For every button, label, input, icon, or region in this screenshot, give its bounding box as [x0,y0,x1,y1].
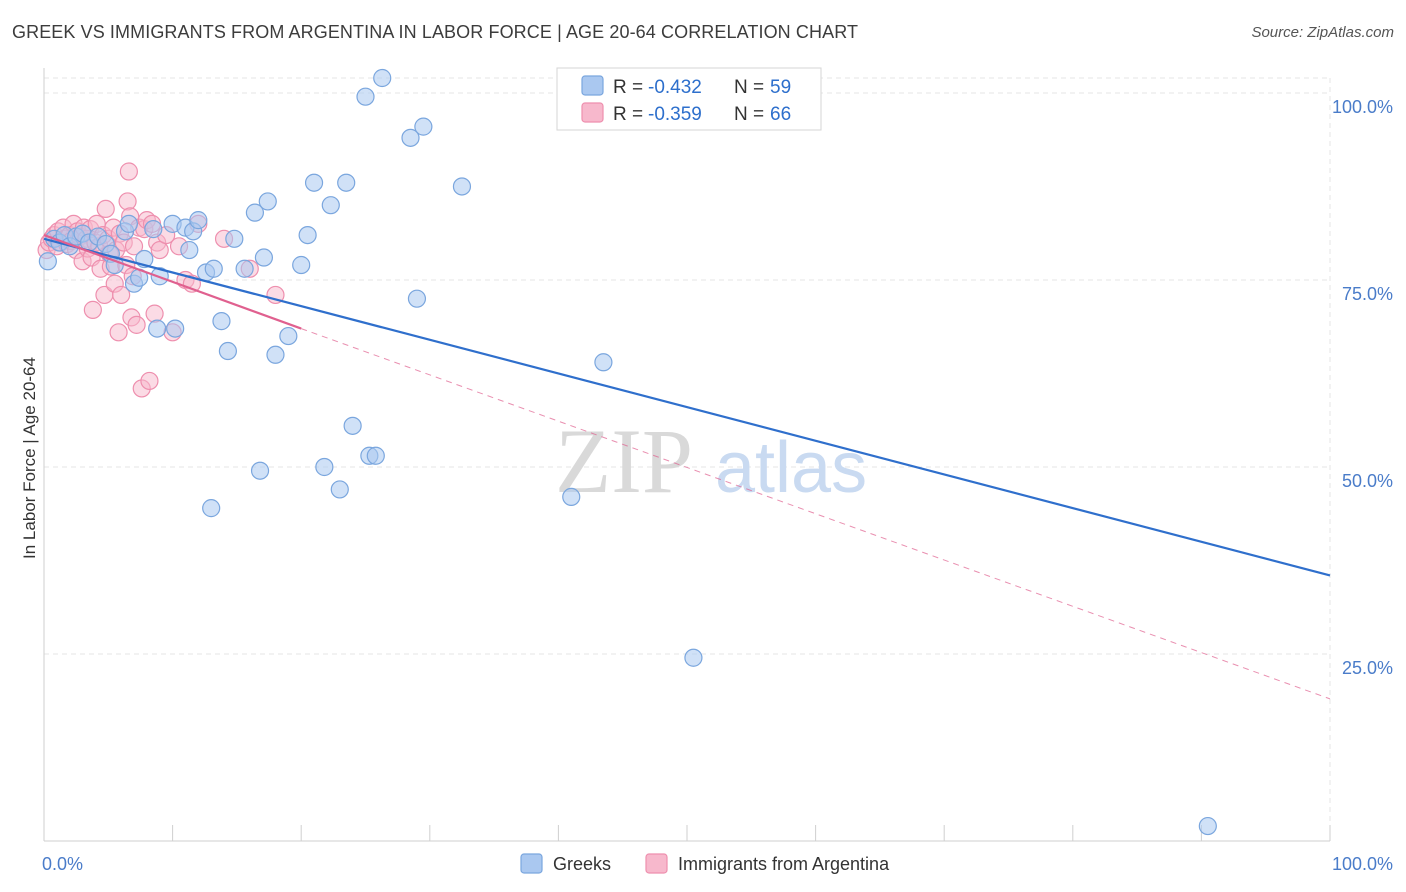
data-point-greeks [202,499,221,518]
data-point-greeks [298,225,317,245]
chart-title: GREEK VS IMMIGRANTS FROM ARGENTINA IN LA… [12,22,859,42]
bottom-legend-label-greeks: Greeks [553,854,611,874]
trend-lines [43,234,1331,700]
data-point-argentina [124,237,144,256]
data-point-greeks [330,480,349,499]
data-point-greeks [337,173,356,192]
bottom-legend-swatch-argentina [645,853,668,874]
axes [43,68,1331,842]
bottom-legend: Greeks Immigrants from Argentina [520,853,890,874]
data-point-greeks [266,345,285,364]
y-axis-label: In Labor Force | Age 20-64 [20,357,39,559]
watermark: ZIP atlas [555,410,867,512]
data-point-greeks [414,117,433,136]
data-point-greeks [562,487,581,507]
legend-r-label: R = [613,104,643,125]
data-point-argentina [112,285,131,305]
data-point-greeks [38,252,57,271]
bottom-legend-swatch-greeks [520,853,543,874]
data-point-greeks [218,341,237,361]
watermark-atlas: atlas [715,428,867,508]
data-point-greeks [373,68,392,88]
data-point-greeks [304,173,324,192]
data-point-greeks [452,177,472,196]
trend-line-argentina-extension [301,328,1331,700]
legend-swatch-argentina [581,102,604,123]
data-point-greeks [366,446,385,465]
y-tick-label: 75.0% [1342,284,1393,304]
data-point-argentina [83,300,102,319]
data-point-greeks [407,289,427,308]
data-point-greeks [315,457,334,477]
data-point-argentina [145,304,164,323]
bottom-legend-label-argentina: Immigrants from Argentina [678,854,890,874]
y-tick-label: 25.0% [1342,658,1393,678]
legend-n-value: 59 [770,77,791,98]
x-tick-labels: 0.0% 100.0% [42,854,1393,874]
data-point-greeks [1198,816,1217,836]
x-tick-label: 100.0% [1332,854,1393,874]
data-point-greeks [401,128,420,147]
data-point-greeks [235,259,254,278]
data-point-greeks [684,648,703,667]
x-tick-label: 0.0% [42,854,83,874]
data-point-greeks [250,461,270,480]
data-point-greeks [225,229,244,248]
data-point-greeks [292,255,311,275]
legend-swatch-greeks [581,75,604,96]
trend-line-greeks [43,237,1331,577]
legend-n-value: 66 [770,104,791,125]
data-point-greeks [356,87,375,106]
y-tick-labels: 25.0% 50.0% 75.0% 100.0% [1332,97,1393,678]
data-point-greeks [212,312,231,331]
legend-n-label: N = [734,104,764,125]
data-point-argentina [127,315,146,334]
legend-r-value: -0.432 [648,77,702,98]
data-point-argentina [150,240,169,260]
data-point-greeks [204,259,223,278]
legend-box: R = -0.432 N = 59 R = -0.359 N = 66 [556,67,822,131]
source-label: Source: ZipAtlas.com [1251,24,1394,41]
data-point-greeks [321,196,340,215]
data-point-greeks [144,220,163,239]
data-point-greeks [594,353,613,372]
data-point-greeks [279,326,298,346]
data-point-greeks [258,192,277,211]
data-point-argentina [140,371,159,391]
data-point-greeks [189,211,208,230]
data-point-greeks [343,416,362,435]
y-tick-label: 100.0% [1332,97,1393,117]
legend-r-label: R = [613,77,643,98]
data-point-argentina [119,162,138,181]
data-point-greeks [245,203,265,222]
data-point-greeks [148,319,167,338]
data-point-greeks [119,214,138,233]
data-point-argentina [109,323,128,342]
data-point-argentina [118,192,137,211]
data-point-greeks [166,319,185,338]
legend-r-value: -0.359 [648,104,702,125]
data-point-greeks [254,248,274,267]
trend-line-argentina [43,234,302,330]
data-point-argentina [96,199,115,219]
y-tick-label: 50.0% [1342,471,1393,491]
data-point-greeks [180,240,199,260]
legend-n-label: N = [734,77,764,98]
